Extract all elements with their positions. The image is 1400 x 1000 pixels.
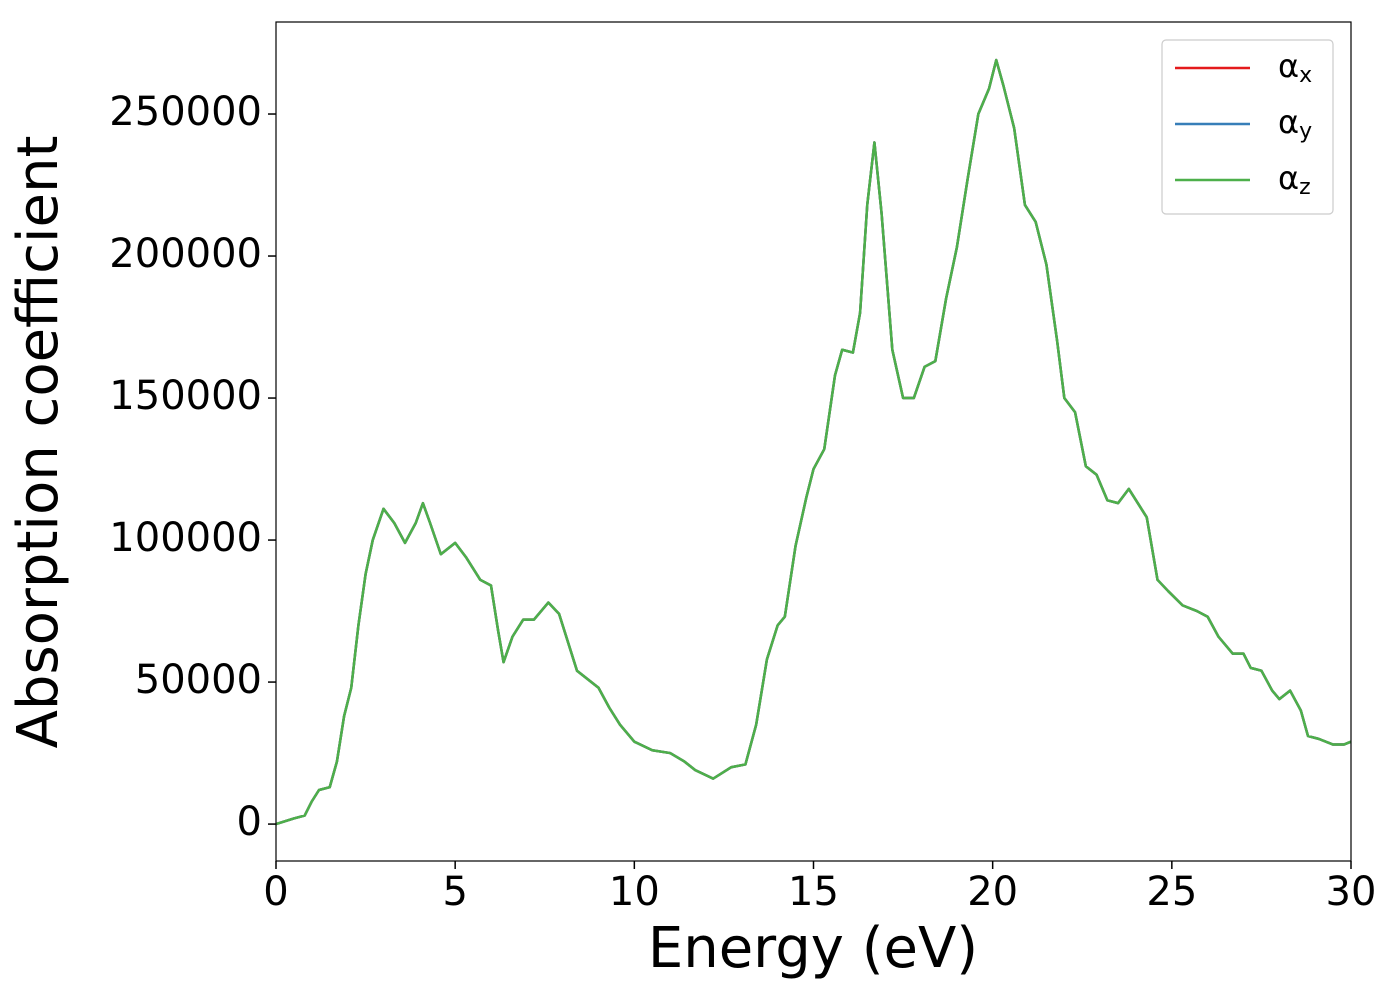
x-tick-label: 30	[1326, 869, 1377, 915]
y-axis-label: Absorption coefficient	[6, 136, 71, 749]
y-tick-label: 0	[237, 799, 262, 845]
y-tick-label: 250000	[109, 89, 262, 135]
y-tick-label: 150000	[109, 373, 262, 419]
x-tick-label: 10	[609, 869, 660, 915]
x-tick-label: 20	[967, 869, 1018, 915]
x-tick-label: 5	[442, 869, 467, 915]
y-tick-label: 200000	[109, 231, 262, 277]
x-tick-label: 0	[263, 869, 288, 915]
legend-label: αx	[1278, 47, 1312, 88]
y-tick-label: 100000	[109, 515, 262, 561]
y-tick-label: 50000	[135, 657, 262, 703]
x-tick-label: 25	[1146, 869, 1197, 915]
legend-label: αz	[1278, 159, 1311, 200]
x-tick-label: 15	[788, 869, 839, 915]
legend-label: αy	[1278, 103, 1312, 144]
x-axis-label: Energy (eV)	[648, 916, 978, 981]
legend-box	[1161, 39, 1334, 215]
plot-frame	[275, 21, 1352, 862]
data-line	[275, 58, 1352, 826]
